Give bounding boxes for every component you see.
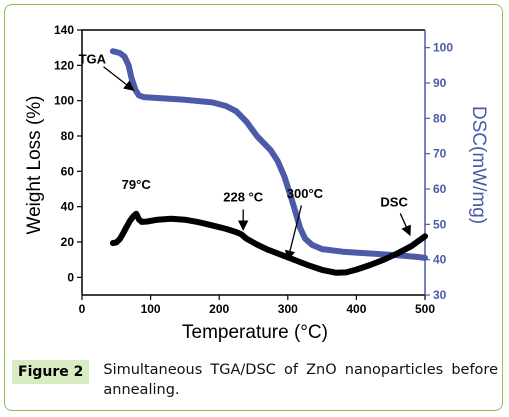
series-line-tga xyxy=(109,48,428,261)
y-axis-left-label: Weight Loss (%) xyxy=(24,95,45,234)
annotation-arrow xyxy=(103,66,135,91)
annotation-label: 79°C xyxy=(122,177,152,192)
y-left-tick-label: 120 xyxy=(54,58,74,72)
x-tick-label: 500 xyxy=(415,302,435,316)
chart-axes: 0 100 200 300 400 500 0 20 40 60 80 100 120 140 30 40 50… xyxy=(54,23,453,316)
x-tick-label: 400 xyxy=(346,302,366,316)
annotation-label: 228 °C xyxy=(223,189,264,204)
annotation-label: TGA xyxy=(79,52,107,67)
y-axis-right-label: DSC(mW/mg) xyxy=(468,106,489,224)
chart-series xyxy=(109,48,428,276)
y-left-tick-label: 20 xyxy=(61,235,75,249)
annotation-arrow xyxy=(284,205,303,261)
y-left-tick-label: 140 xyxy=(54,23,74,37)
figure-frame xyxy=(4,4,503,411)
x-tick-label: 200 xyxy=(209,302,229,316)
x-tick-label: 0 xyxy=(79,302,86,316)
y-right-tick-label: 50 xyxy=(433,217,447,231)
y-right-tick-label: 100 xyxy=(433,41,453,55)
y-left-tick-label: 80 xyxy=(61,129,75,143)
y-left-tick-label: 60 xyxy=(61,164,75,178)
y-left-tick-label: 40 xyxy=(61,200,75,214)
y-left-tick-label: 100 xyxy=(54,94,74,108)
x-tick-label: 100 xyxy=(141,302,161,316)
figure-label: Figure 2 xyxy=(12,360,90,384)
y-right-tick-label: 80 xyxy=(433,111,447,125)
y-right-tick-label: 30 xyxy=(433,288,447,302)
annotation-label: 300°C xyxy=(287,186,324,201)
y-right-tick-label: 40 xyxy=(433,253,447,267)
x-tick-label: 300 xyxy=(278,302,298,316)
annotation-arrow xyxy=(399,213,411,237)
figure-caption-text: Simultaneous TGA/DSC of ZnO nanoparticle… xyxy=(103,362,498,398)
y-left-tick-label: 0 xyxy=(67,270,74,284)
y-right-tick-label: 70 xyxy=(433,147,447,161)
y-right-tick-label: 90 xyxy=(433,76,447,90)
annotation-label: DSC xyxy=(380,195,408,210)
series-line-dsc xyxy=(109,210,428,276)
y-right-tick-label: 60 xyxy=(433,182,447,196)
x-axis-label: Temperature (°C) xyxy=(182,322,328,343)
figure-caption: Figure 2 Simultaneous TGA/DSC of ZnO nan… xyxy=(12,356,498,406)
tga-dsc-chart: 0 100 200 300 400 500 0 20 40 60 80 100 120 140 30 40 50… xyxy=(24,23,489,343)
chart-annotations: TGA 79°C 228 °C 300°C DSC xyxy=(79,52,411,261)
